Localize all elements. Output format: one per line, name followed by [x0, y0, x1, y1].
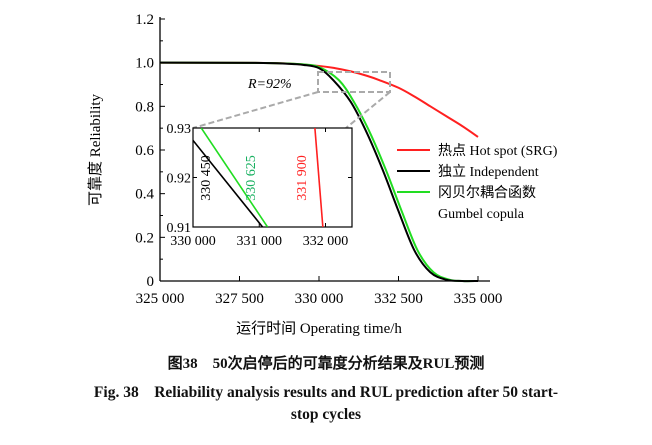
zoom-connector [345, 91, 391, 129]
x-tick-label: 330 000 [295, 291, 344, 307]
x-axis-label: 运行时间 Operating time/h [236, 320, 402, 337]
inset-value-label: 330 450 [199, 155, 214, 201]
y-tick-label: 0.2 [135, 230, 154, 246]
legend-label: Gumbel copula [438, 207, 525, 222]
x-tick-label: 332 500 [374, 291, 423, 307]
inset-y-tick-label: 0.92 [167, 172, 192, 187]
y-tick-label: 1.0 [135, 56, 154, 72]
y-axis-label: 可靠度 Reliability [87, 93, 104, 206]
zoom-region-box [317, 71, 391, 93]
zoom-connector [192, 91, 319, 129]
y-tick-label: 0.8 [135, 99, 154, 115]
legend-label: 冈贝尔耦合函数 [438, 185, 536, 201]
inset-y-tick-label: 0.91 [167, 221, 192, 236]
inset-x-tick-label: 332 000 [303, 234, 349, 249]
inset-series-line-0 [314, 128, 324, 227]
caption-en-line1: Fig. 38 Reliability analysis results and… [93, 384, 559, 401]
series-line-1 [159, 61, 479, 283]
y-tick-label: 0.6 [135, 143, 154, 159]
y-tick-label: 1.2 [135, 12, 154, 28]
x-tick-label: 327 500 [215, 291, 264, 307]
legend-label: 热点 Hot spot (SRG) [438, 143, 558, 159]
y-tick-label: 0.4 [135, 187, 154, 203]
x-tick-label: 325 000 [136, 291, 185, 307]
inset-frame [192, 127, 353, 228]
inset-value-label: 330 625 [244, 155, 259, 201]
caption-cn: 图38 50次启停后的可靠度分析结果及RUL预测 [167, 356, 485, 372]
caption-en-line2: stop cycles [290, 406, 362, 423]
inset-x-tick-label: 331 000 [237, 234, 283, 249]
inset-x-tick-label: 330 000 [170, 234, 216, 249]
legend-label: 独立 Independent [438, 164, 539, 180]
inset-plot [193, 128, 324, 227]
x-tick-label: 335 000 [454, 291, 503, 307]
inset-series-line-2 [200, 128, 269, 227]
inset-y-tick-label: 0.93 [167, 122, 192, 137]
inset-series-line-1 [193, 139, 264, 227]
annotation-label: R=92% [247, 77, 292, 92]
reliability-chart: 325 000 327 500 330 000 332 500 335 000 0 0.2 0… [87, 12, 558, 337]
y-tick-label: 0 [147, 274, 155, 290]
inset-value-label: 331 900 [295, 155, 310, 201]
